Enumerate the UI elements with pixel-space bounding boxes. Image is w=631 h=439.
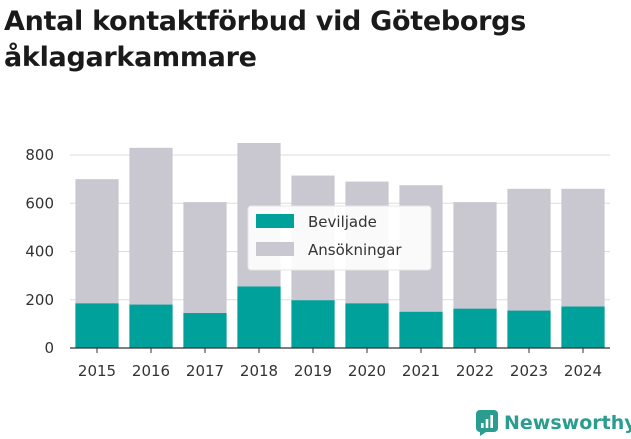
y-tick-label: 0	[44, 339, 54, 357]
bar-beviljade	[561, 306, 605, 348]
x-tick-label: 2018	[240, 362, 278, 380]
bar-beviljade	[399, 311, 443, 348]
brand-logo: Newsworthy	[476, 407, 631, 439]
legend-swatch-beviljade	[256, 214, 294, 228]
bar-beviljade	[453, 308, 497, 348]
bar-beviljade	[129, 304, 173, 348]
x-tick-label: 2022	[456, 362, 494, 380]
legend-swatch-ansokningar	[256, 242, 294, 256]
y-tick-label: 800	[25, 146, 54, 164]
x-tick-label: 2021	[402, 362, 440, 380]
chart-title: Antal kontaktförbud vid Göteborgs åklaga…	[4, 6, 526, 73]
x-tick-label: 2024	[564, 362, 602, 380]
x-tick-label: 2020	[348, 362, 386, 380]
bar-beviljade	[345, 303, 389, 348]
bar-beviljade	[183, 313, 227, 348]
x-tick-label: 2015	[78, 362, 116, 380]
legend-label-beviljade: Beviljade	[308, 213, 377, 231]
y-tick-label: 600	[25, 194, 54, 212]
bar-beviljade	[507, 310, 551, 348]
x-tick-label: 2016	[132, 362, 170, 380]
bar-beviljade	[291, 300, 335, 348]
x-tick-label: 2019	[294, 362, 332, 380]
newsworthy-logo-icon	[476, 410, 498, 436]
bar-beviljade	[75, 303, 119, 348]
y-tick-label: 400	[25, 243, 54, 261]
y-tick-label: 200	[25, 291, 54, 309]
x-tick-label: 2023	[510, 362, 548, 380]
bar-beviljade	[237, 286, 281, 348]
x-tick-label: 2017	[186, 362, 224, 380]
legend-label-ansokningar: Ansökningar	[308, 241, 402, 259]
brand-name: Newsworthy	[504, 412, 631, 434]
